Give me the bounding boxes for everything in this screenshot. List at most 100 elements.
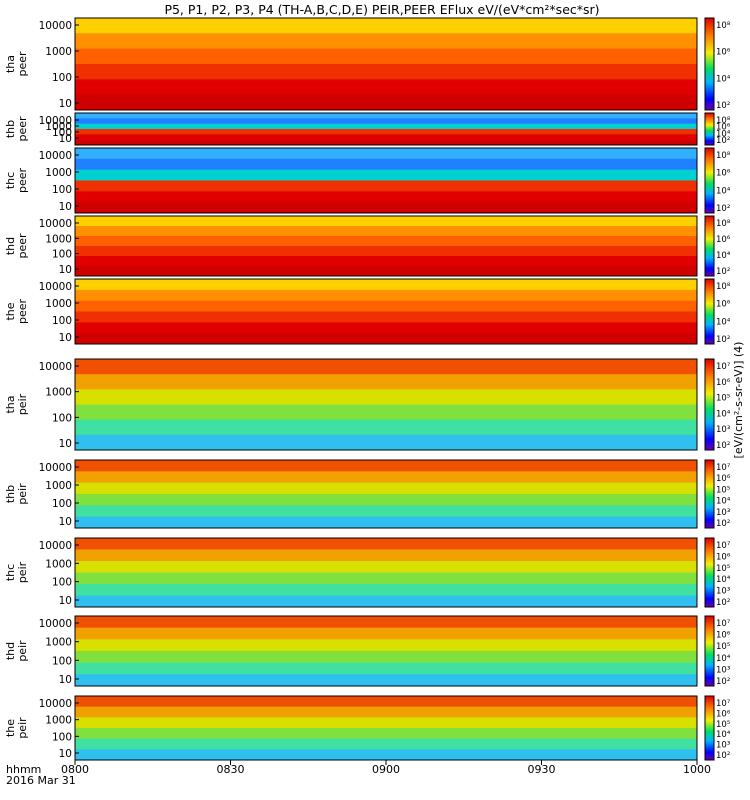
y-tick-label: 1000 xyxy=(45,387,72,399)
colorbar xyxy=(704,147,715,214)
colorbar-tick-label: 10² xyxy=(716,101,730,111)
x-tick-label: 0900 xyxy=(372,763,400,776)
y-tick-label: 10000 xyxy=(39,361,72,373)
y-tick-label: 1000 xyxy=(45,121,72,133)
colorbar-tick-label: 10⁸ xyxy=(716,116,731,126)
x-tick-label: 1000 xyxy=(683,763,711,776)
colorbar xyxy=(704,459,715,529)
spectrogram-band xyxy=(75,627,697,640)
panel-label-probe: thb xyxy=(4,120,17,138)
y-tick-label: 100 xyxy=(52,498,72,510)
spectrogram-band xyxy=(75,48,697,65)
colorbar-tick-label: 10⁸ xyxy=(716,151,731,161)
panel-frame xyxy=(74,17,698,111)
y-tick-label: 1000 xyxy=(45,298,72,310)
y-tick-label: 100 xyxy=(52,249,72,261)
spectrogram-band xyxy=(75,169,697,181)
colorbar-tick-label: 10⁴ xyxy=(716,409,731,419)
colorbar-tick-label: 10⁷ xyxy=(716,362,731,372)
panel-frame xyxy=(74,112,698,146)
spectrogram-band xyxy=(75,505,697,518)
y-tick-label: 1000 xyxy=(45,558,72,570)
panel-label-probe: tha xyxy=(4,55,17,73)
panel-label-type: peer xyxy=(16,51,29,77)
y-tick-label: 10000 xyxy=(39,281,72,293)
colorbar-tick-label: 10⁴ xyxy=(716,730,731,740)
colorbar-tick-label: 10⁷ xyxy=(716,541,731,551)
y-tick-label: 10000 xyxy=(39,698,72,710)
spectrogram-band xyxy=(75,333,697,345)
y-tick-label: 1000 xyxy=(45,46,72,58)
spectrogram-band xyxy=(75,33,697,50)
colorbar xyxy=(704,112,715,146)
colorbar-tick-label: 10³ xyxy=(716,587,730,597)
y-tick-label: 100 xyxy=(52,184,72,196)
colorbar-tick-label: 10⁶ xyxy=(716,300,731,310)
colorbar xyxy=(704,17,715,111)
spectrogram-band xyxy=(75,266,697,277)
spectrogram-band xyxy=(75,279,697,291)
colorbar-tick-label: 10⁵ xyxy=(716,642,730,652)
colorbar-tick-label: 10⁶ xyxy=(716,552,731,562)
spectrogram-band xyxy=(75,359,697,375)
colorbar-tick-label: 10² xyxy=(716,267,730,277)
colorbar-label: [eV/(cm²-s-sr-eV)] (4) xyxy=(732,342,745,459)
y-tick-label: 1000 xyxy=(45,715,72,727)
colorbar-tick-label: 10⁴ xyxy=(716,129,731,139)
spectrogram-band xyxy=(75,216,697,227)
spectrogram-band xyxy=(75,134,697,141)
x-tick-label: 0800 xyxy=(61,763,89,776)
spectrogram-band xyxy=(75,113,697,119)
panel-frame xyxy=(74,537,698,608)
y-tick-label: 100 xyxy=(52,315,72,327)
colorbar-tick-label: 10⁶ xyxy=(716,48,731,58)
spectrogram-band xyxy=(75,311,697,323)
colorbar-tick-label: 10⁷ xyxy=(716,463,731,473)
spectrogram-band xyxy=(75,158,697,171)
y-tick-label: 10 xyxy=(59,332,72,344)
colorbar-tick-label: 10⁴ xyxy=(716,654,731,664)
spectrogram-band xyxy=(75,482,697,495)
panel-label-probe: thd xyxy=(4,642,17,660)
y-tick-label: 10000 xyxy=(39,218,72,230)
spectrogram-band xyxy=(75,256,697,267)
colorbar-tick-label: 10⁸ xyxy=(716,282,731,292)
y-tick-label: 1000 xyxy=(45,167,72,179)
spectrogram-band xyxy=(75,549,697,562)
panel-label-type: peer xyxy=(16,233,29,259)
colorbar-tick-label: 10⁶ xyxy=(716,378,731,388)
y-tick-label: 100 xyxy=(52,72,72,84)
colorbar xyxy=(704,537,715,608)
colorbar-tick-label: 10⁸ xyxy=(716,21,731,31)
panel-tha-peer: 10000 1000 100 10 tha peer 10⁸ 10⁶ 10⁴ 10² xyxy=(4,17,731,111)
panel-thc-peer: 10000 1000 100 10 thc peer 10⁸ 10⁶ 10⁴ 10² xyxy=(4,147,731,214)
y-tick-label: 1000 xyxy=(45,480,72,492)
colorbar-tick-label: 10² xyxy=(716,136,730,146)
panel-label-type: peer xyxy=(16,116,29,142)
colorbar-tick-label: 10² xyxy=(716,204,730,214)
colorbar-tick-label: 10² xyxy=(716,751,730,761)
colorbar-tick-label: 10⁶ xyxy=(716,169,731,179)
y-tick-label: 10 xyxy=(59,264,72,276)
spectrogram-band xyxy=(75,639,697,652)
panel-label-probe: thc xyxy=(4,172,17,189)
x-tick-label: 0930 xyxy=(528,763,556,776)
y-tick-label: 100 xyxy=(52,731,72,743)
panel-label-probe: the xyxy=(4,719,17,737)
spectrogram-band xyxy=(75,419,697,436)
colorbar-tick-label: 10⁷ xyxy=(716,619,731,629)
colorbar-tick-label: 10⁴ xyxy=(716,251,731,261)
spectrogram-band xyxy=(75,300,697,312)
panel-label-probe: thb xyxy=(4,485,17,503)
spectrogram-band xyxy=(75,64,697,80)
spectrogram-band xyxy=(75,246,697,257)
spectrogram-band xyxy=(75,494,697,506)
y-tick-label: 10 xyxy=(59,133,72,145)
colorbar xyxy=(704,615,715,687)
y-tick-label: 100 xyxy=(52,577,72,589)
colorbar-tick-label: 10⁶ xyxy=(716,235,731,245)
panel-label-type: peer xyxy=(16,299,29,325)
